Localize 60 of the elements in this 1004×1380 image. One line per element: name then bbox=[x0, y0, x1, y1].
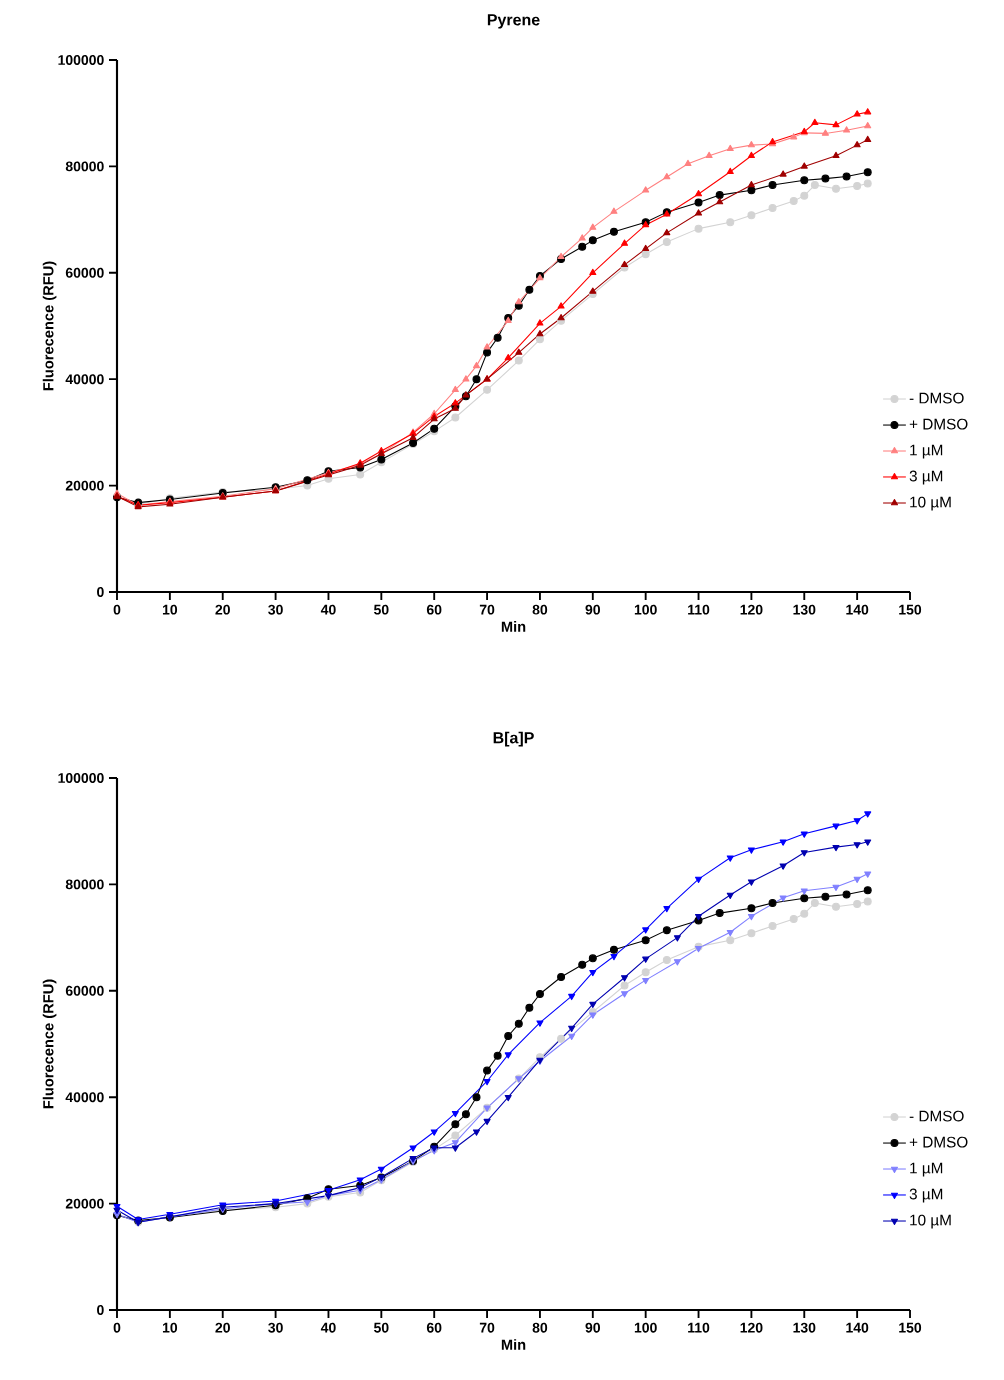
legend-label: 10 µM bbox=[910, 1214, 951, 1229]
x-tick-label: 130 bbox=[793, 604, 816, 615]
legend-label: 1 µM bbox=[910, 1162, 943, 1177]
y-tick-label: 0 bbox=[97, 587, 104, 597]
x-tick-label: 70 bbox=[479, 1322, 495, 1333]
x-tick-label: 100 bbox=[634, 1322, 657, 1333]
x-tick-label: 80 bbox=[532, 1322, 548, 1333]
y-tick-label: 100000 bbox=[58, 55, 104, 65]
legend-label: 3 µM bbox=[909, 470, 943, 485]
x-tick-label: 30 bbox=[268, 1322, 283, 1333]
x-axis-title: Min bbox=[501, 1339, 526, 1350]
y-tick-label: 60000 bbox=[65, 267, 104, 278]
legend-label: 10 µM bbox=[910, 496, 951, 511]
x-tick-label: 120 bbox=[740, 604, 763, 615]
chart-title: Pyrene bbox=[487, 14, 540, 29]
legend-label: + DMSO bbox=[909, 1136, 968, 1148]
legend-label: + DMSO bbox=[909, 418, 968, 430]
x-tick-label: 20 bbox=[215, 604, 230, 615]
x-tick-label: 10 bbox=[162, 1322, 178, 1333]
y-tick-label: 80000 bbox=[65, 879, 104, 890]
x-tick-label: 110 bbox=[688, 1322, 710, 1333]
x-tick-label: 40 bbox=[320, 1322, 336, 1333]
legend-label: 1 µM bbox=[910, 444, 943, 459]
x-tick-label: 50 bbox=[373, 1322, 389, 1333]
y-tick-label: 100000 bbox=[58, 773, 104, 783]
y-tick-label: 60000 bbox=[65, 985, 104, 996]
x-tick-label: 100 bbox=[634, 604, 657, 615]
legend-label: 3 µM bbox=[909, 1188, 943, 1203]
legend-label: - DMSO bbox=[909, 1110, 964, 1122]
y-tick-label: 20000 bbox=[65, 1198, 104, 1209]
x-tick-label: 120 bbox=[740, 1322, 763, 1333]
y-tick-label: 80000 bbox=[65, 161, 104, 172]
x-tick-label: 150 bbox=[899, 604, 922, 615]
x-axis-title: Min bbox=[501, 621, 526, 632]
x-tick-label: 0 bbox=[113, 604, 121, 615]
x-tick-label: 140 bbox=[846, 1322, 869, 1333]
y-axis-title: Fluorecence (RFU) bbox=[42, 261, 57, 391]
y-tick-label: 0 bbox=[97, 1305, 104, 1315]
y-tick-label: 40000 bbox=[65, 374, 104, 385]
y-axis-title: Fluorecence (RFU) bbox=[42, 979, 57, 1109]
x-tick-label: 60 bbox=[426, 1322, 442, 1333]
x-tick-label: 70 bbox=[479, 604, 495, 615]
x-tick-label: 110 bbox=[688, 604, 710, 615]
x-tick-label: 10 bbox=[162, 604, 178, 615]
x-tick-label: 60 bbox=[426, 604, 442, 615]
chart-title: B[a]P bbox=[493, 731, 534, 747]
x-tick-label: 40 bbox=[320, 604, 336, 615]
x-tick-label: 90 bbox=[585, 604, 601, 615]
x-tick-label: 140 bbox=[846, 604, 869, 615]
x-tick-label: 130 bbox=[793, 1322, 816, 1333]
y-tick-label: 20000 bbox=[65, 480, 104, 491]
legend-label: - DMSO bbox=[909, 392, 964, 404]
x-tick-label: 80 bbox=[532, 604, 548, 615]
x-tick-label: 0 bbox=[113, 1322, 121, 1333]
x-tick-label: 150 bbox=[899, 1322, 922, 1333]
x-tick-label: 20 bbox=[215, 1322, 230, 1333]
x-tick-label: 30 bbox=[268, 604, 283, 615]
y-tick-label: 40000 bbox=[65, 1092, 104, 1103]
x-tick-label: 50 bbox=[373, 604, 389, 615]
x-tick-label: 90 bbox=[585, 1322, 601, 1333]
